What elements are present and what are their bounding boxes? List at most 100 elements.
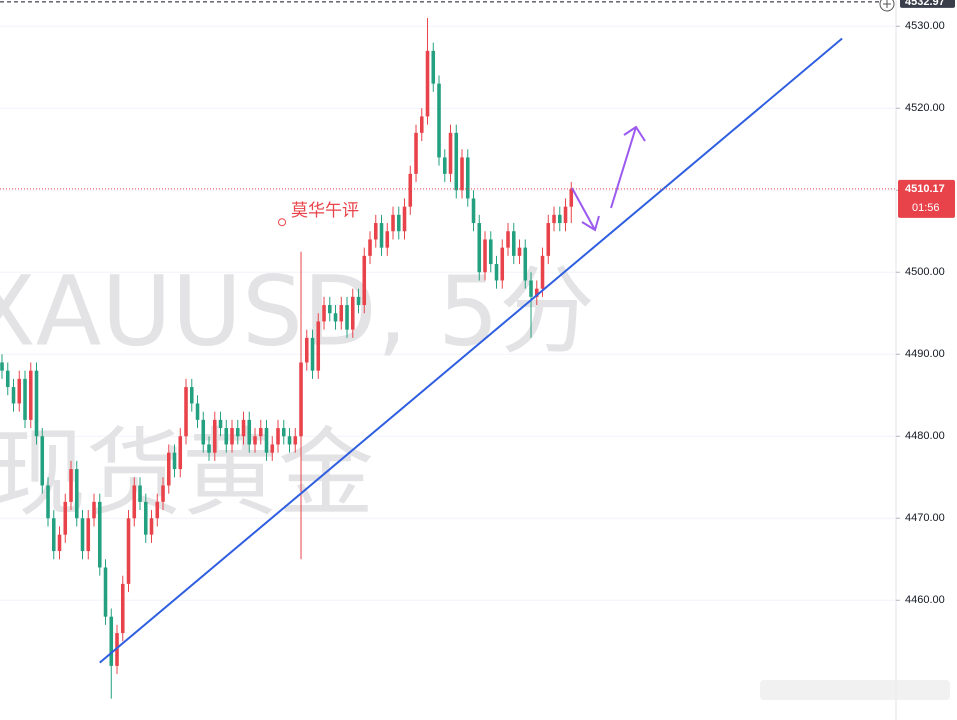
candle-body: [74, 469, 79, 519]
candle-body: [28, 370, 33, 420]
y-tick-label: 4490.00: [905, 348, 945, 360]
candle-body: [557, 214, 562, 224]
candle-body: [172, 452, 177, 470]
candle-body: [207, 444, 211, 453]
candle-body: [63, 501, 68, 535]
candle-body: [276, 428, 280, 445]
candle-body: [362, 255, 367, 306]
candle-body: [391, 214, 395, 232]
candle-body: [540, 255, 545, 289]
arrow-head: [623, 125, 646, 142]
candle-body: [126, 518, 131, 584]
candle-body: [511, 231, 516, 256]
candle-body: [224, 428, 229, 445]
candle-body: [523, 247, 528, 281]
candle-body: [97, 501, 102, 568]
candle-body: [454, 132, 459, 191]
candle-body: [437, 83, 441, 158]
candle-body: [385, 231, 390, 248]
candle-body: [80, 518, 85, 552]
y-tick-label: 4530.00: [905, 20, 945, 32]
candle-body: [264, 428, 269, 453]
y-tick-label: 4480.00: [905, 430, 945, 442]
candle-body: [235, 428, 240, 437]
candle-body: [109, 616, 114, 666]
last-price-box: [898, 179, 955, 218]
overlay: 莫华午评: [0, 1, 895, 664]
candle-body: [322, 305, 326, 322]
candle-body: [494, 264, 499, 281]
candle-body: [345, 305, 349, 330]
candles: [0, 18, 574, 699]
y-tick-label: 4500.00: [905, 266, 945, 278]
candle-body: [350, 296, 355, 330]
candle-body: [442, 157, 447, 174]
axis: 4460.00 4470.00 4480.00 4490.00 4500.00 4510.…: [896, 0, 955, 606]
candle-body: [201, 419, 206, 445]
candle-body: [46, 485, 50, 519]
price-axis: [896, 0, 957, 720]
candle-body: [253, 436, 257, 445]
candle-body: [120, 583, 125, 634]
annotation-text: 莫华午评: [291, 201, 359, 221]
arrow-up: [610, 126, 637, 209]
candle-body: [379, 223, 384, 248]
candle-body: [373, 223, 378, 240]
candle-body: [258, 428, 263, 437]
candle-body: [103, 567, 108, 617]
candle-body: [506, 231, 510, 248]
candle-body: [569, 188, 574, 207]
candle-body: [368, 239, 372, 256]
candle-body: [149, 518, 154, 535]
candle-body: [161, 485, 165, 502]
candle-body: [402, 206, 407, 232]
candle-body: [488, 239, 493, 265]
y-tick-label: 4470.00: [905, 512, 945, 524]
candle-body: [287, 436, 292, 445]
candle-body: [281, 428, 286, 437]
candle-body: [230, 428, 234, 445]
candle-body: [431, 50, 436, 84]
candle-body: [299, 362, 303, 437]
candle-body: [471, 198, 476, 224]
candle-body: [86, 518, 91, 552]
candle-body: [34, 370, 39, 437]
arrow-down: [571, 187, 596, 231]
candle-body: [500, 247, 505, 281]
candle-body: [333, 313, 338, 322]
candle-body: [517, 247, 522, 256]
candle-body: [241, 419, 246, 437]
candle-body: [546, 223, 551, 256]
annotation-marker: [278, 218, 287, 227]
candle-body: [465, 157, 470, 199]
candle-body: [327, 305, 332, 314]
candle-body: [17, 378, 22, 404]
arrow-head: [581, 215, 600, 232]
high-marker-label: 4532.97: [905, 0, 945, 8]
trend-line: [99, 37, 843, 664]
candle-body: [247, 419, 252, 445]
candle-body: [477, 223, 482, 273]
candle-body: [293, 436, 298, 445]
candle-body: [51, 518, 56, 552]
candle-body: [460, 157, 464, 191]
candle-body: [184, 387, 188, 437]
candle-body: [339, 305, 344, 322]
grid: [0, 25, 895, 601]
candle-body: [40, 436, 45, 486]
candle-body: [178, 436, 183, 470]
candle-body: [218, 419, 223, 429]
candle-body: [529, 280, 533, 297]
add-icon: [883, 0, 891, 8]
candle-body: [304, 337, 309, 363]
candle-body: [69, 469, 73, 502]
candle-body: [189, 387, 194, 404]
candle-body: [115, 633, 119, 666]
candle-body: [212, 419, 217, 453]
candle-body: [396, 214, 401, 232]
candle-body: [425, 50, 430, 117]
candle-body: [166, 452, 171, 486]
candle-body: [5, 370, 10, 388]
watermark-symbol: XAUUSD, 5分: [0, 255, 595, 367]
